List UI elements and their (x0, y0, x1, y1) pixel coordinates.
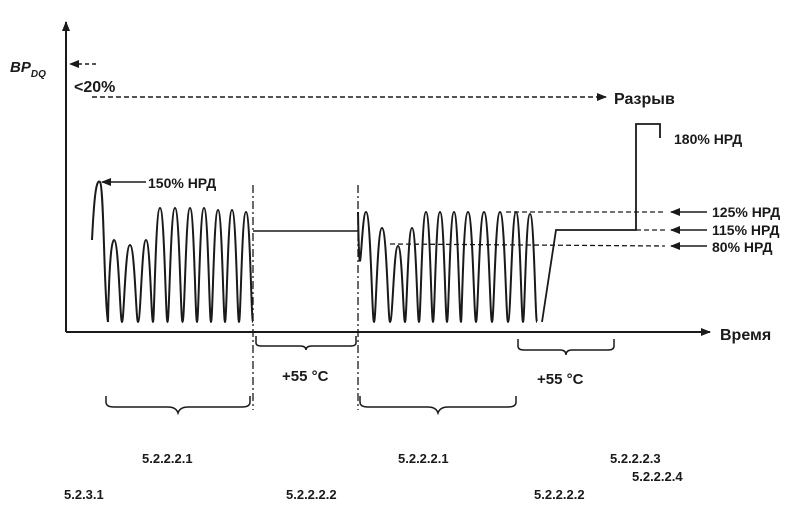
temp-mid-label: +55 °C (282, 368, 329, 385)
pct150-label: 150% НРД (148, 175, 216, 191)
clause-label: 5.2.2.2.2 (534, 487, 585, 502)
y-axis-label: BPDQ (10, 59, 46, 80)
temp-right-label: +55 °C (537, 371, 584, 388)
pct180-label: 180% НРД (674, 131, 742, 147)
brace-temp-mid (255, 336, 357, 351)
clause-label: 5.2.2.2.4 (632, 469, 683, 484)
pct80-label: 80% НРД (712, 239, 772, 255)
burst-ramp-trace (541, 123, 661, 323)
brace-cycles-1 (105, 396, 251, 416)
clause-label: 5.2.3.1 (64, 487, 104, 502)
x-axis-label: Время (720, 327, 771, 344)
clause-label: 5.2.2.2.1 (142, 451, 193, 466)
pct125-label: 125% НРД (712, 204, 780, 220)
clause-label: 5.2.2.2.3 (610, 451, 661, 466)
cyclic-pressure-trace-1 (91, 180, 254, 324)
clause-label: 5.2.2.2.2 (286, 487, 337, 502)
rupture-label: Разрыв (614, 91, 675, 108)
brace-temp-right (517, 339, 615, 356)
brace-cycles-2 (359, 396, 517, 416)
pct115-label: 115% НРД (712, 222, 779, 238)
lt20-label: <20% (74, 79, 115, 96)
clause-label: 5.2.2.2.1 (398, 451, 449, 466)
cyclic-pressure-trace-2 (357, 210, 538, 324)
